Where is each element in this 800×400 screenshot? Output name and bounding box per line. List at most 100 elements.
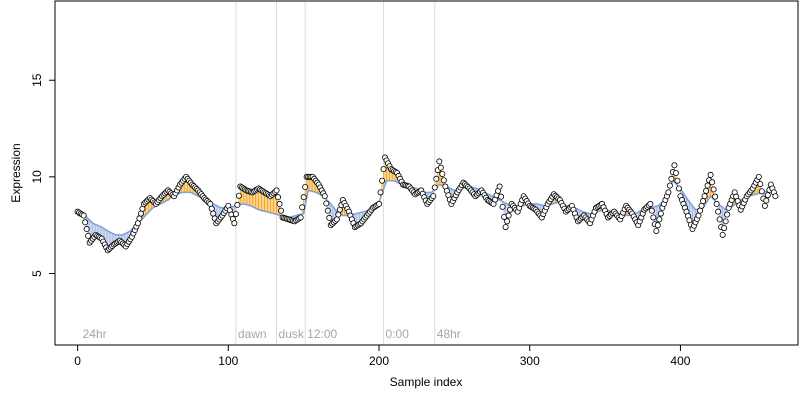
observed-point	[80, 212, 87, 219]
y-tick-label: 5	[30, 270, 44, 277]
observed-point	[496, 183, 503, 190]
observed-point	[719, 231, 726, 238]
observed-point	[82, 219, 89, 226]
observed-point	[231, 220, 238, 227]
observed-point	[757, 181, 764, 188]
observed-point	[273, 187, 280, 194]
observed-point	[207, 200, 214, 207]
observed-point	[380, 166, 387, 173]
observed-point	[336, 206, 343, 213]
observed-point	[498, 193, 505, 200]
section-labels: 24hr dawn dusk 12:00 0:00 48hr	[83, 327, 461, 341]
plot-frame	[54, 0, 799, 346]
observed-point	[672, 169, 679, 176]
section-label: 0:00	[386, 327, 410, 341]
observed-point	[656, 216, 663, 223]
section-label: dusk	[279, 327, 305, 341]
observed-point	[208, 205, 215, 212]
fitted-line-group	[77, 179, 776, 236]
x-tick-label: 0	[74, 354, 81, 368]
observed-point	[707, 171, 714, 178]
fitted-line	[77, 179, 776, 236]
observed-point	[376, 200, 383, 207]
observed-point	[697, 207, 704, 214]
y-axis: 5 10 15	[30, 73, 55, 277]
y-tick-label: 15	[30, 73, 44, 87]
observed-point	[321, 193, 328, 200]
observed-point	[650, 214, 657, 221]
observed-point	[499, 203, 506, 210]
observed-point	[377, 189, 384, 196]
observed-point	[333, 216, 340, 223]
observed-point	[136, 215, 143, 222]
observed-point	[648, 207, 655, 214]
observed-point	[436, 158, 443, 165]
observed-point	[326, 214, 333, 221]
observed-point	[700, 198, 707, 205]
observed-point	[703, 187, 710, 194]
observed-point	[665, 189, 672, 196]
observed-point	[504, 218, 511, 225]
observed-point	[695, 212, 702, 219]
observed-point	[300, 194, 307, 201]
observed-point	[134, 220, 141, 227]
observed-point	[710, 186, 717, 193]
observed-point	[335, 211, 342, 218]
observed-point	[275, 194, 282, 201]
observed-point	[715, 208, 722, 215]
observed-point	[210, 210, 217, 217]
observed-point	[758, 188, 765, 195]
observed-point	[722, 218, 729, 225]
observed-point	[764, 192, 771, 199]
observed-point	[430, 193, 437, 200]
observed-point	[278, 207, 285, 214]
observed-point	[232, 211, 239, 218]
observed-point	[713, 200, 720, 207]
observed-point	[654, 222, 661, 229]
x-tick-label: 100	[218, 354, 238, 368]
y-axis-title: Expression	[9, 143, 23, 202]
observed-point	[502, 224, 509, 231]
observed-point	[431, 184, 438, 191]
observed-point	[85, 232, 92, 239]
observed-point	[234, 201, 241, 208]
observed-point	[763, 197, 770, 204]
observed-point	[653, 227, 660, 234]
observed-point	[704, 182, 711, 189]
x-tick-label: 300	[520, 354, 540, 368]
observed-point	[772, 193, 779, 200]
observed-point	[716, 216, 723, 223]
section-label: 48hr	[437, 327, 461, 341]
observed-point	[302, 184, 309, 191]
observed-point	[139, 205, 146, 212]
observed-point	[83, 226, 90, 233]
x-axis-title: Sample index	[390, 375, 463, 389]
observed-point	[379, 177, 386, 184]
observed-point	[437, 164, 444, 171]
x-tick-label: 400	[670, 354, 690, 368]
observed-point	[235, 192, 242, 199]
observed-point	[299, 204, 306, 211]
observed-point	[712, 193, 719, 200]
observed-point	[137, 210, 144, 217]
observed-point	[724, 211, 731, 218]
observed-point	[698, 202, 705, 209]
observed-point	[647, 200, 654, 207]
x-axis: 0 100 200 300 400	[74, 345, 691, 368]
observed-point	[439, 170, 446, 177]
observed-points	[74, 154, 779, 254]
observed-point	[721, 225, 728, 232]
observed-point	[297, 214, 304, 221]
observed-point	[666, 182, 673, 189]
section-label: 12:00	[307, 327, 337, 341]
observed-point	[657, 210, 664, 217]
observed-point	[433, 175, 440, 182]
section-label: dawn	[238, 327, 267, 341]
observed-point	[505, 212, 512, 219]
observed-point	[324, 207, 331, 214]
observed-point	[674, 177, 681, 184]
section-label: 24hr	[83, 327, 107, 341]
observed-point	[323, 200, 330, 207]
observed-point	[755, 173, 762, 180]
